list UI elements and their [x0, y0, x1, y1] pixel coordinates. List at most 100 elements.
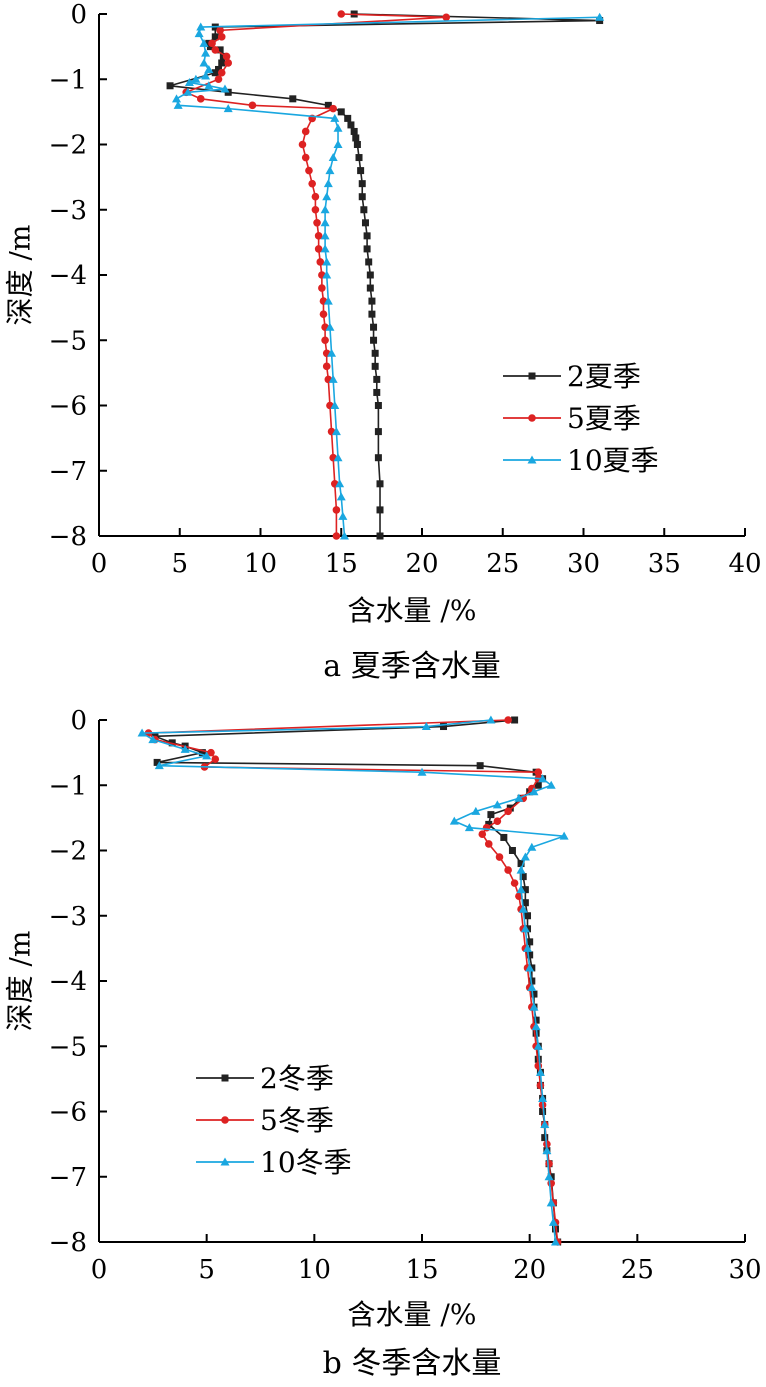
data-point [538, 774, 548, 783]
chart-caption: b 冬季含水量 [323, 1346, 502, 1381]
y-axis-label: 深度 /m [4, 225, 37, 326]
data-point [525, 963, 535, 972]
legend-label: 2冬季 [260, 1062, 334, 1095]
data-point [374, 454, 382, 462]
x-tick-label: 30 [567, 549, 600, 579]
data-point [551, 1237, 561, 1246]
data-point [194, 29, 204, 38]
data-point [363, 245, 371, 253]
data-point [542, 1146, 552, 1155]
x-tick-label: 10 [298, 1255, 331, 1285]
data-point [173, 100, 183, 109]
data-point [534, 1062, 543, 1070]
data-point [154, 761, 164, 770]
data-point [529, 787, 539, 796]
x-tick-label: 30 [728, 1255, 761, 1285]
legend-entry: 2夏季 [503, 360, 641, 393]
legend-label: 5夏季 [567, 402, 641, 435]
data-point [449, 816, 459, 825]
data-point [314, 232, 323, 240]
data-point [486, 715, 496, 724]
data-point [333, 123, 343, 132]
data-point [332, 506, 341, 514]
series-line [146, 719, 559, 1243]
data-point [330, 113, 340, 122]
data-point [535, 1067, 545, 1076]
data-point [440, 723, 448, 731]
data-point [316, 258, 325, 266]
data-point [223, 104, 233, 113]
data-point [366, 284, 374, 292]
data-point [148, 735, 158, 744]
data-point [376, 532, 384, 540]
y-tick-label: −1 [49, 771, 87, 801]
data-point [352, 134, 360, 142]
data-point [321, 336, 329, 345]
data-point [172, 94, 182, 103]
x-tick-label: 15 [405, 1255, 438, 1285]
series-circle [144, 716, 562, 1246]
y-tick-label: 0 [70, 706, 87, 736]
data-point [338, 511, 348, 520]
data-point [311, 205, 320, 214]
data-point [336, 492, 346, 501]
data-point [363, 232, 371, 240]
legend-marker [527, 455, 537, 464]
y-tick-label: −7 [49, 1163, 87, 1193]
data-point [527, 983, 537, 992]
data-point [301, 153, 310, 162]
data-point [526, 938, 534, 946]
legend-entry: 10冬季 [196, 1146, 352, 1179]
data-point [546, 1198, 556, 1207]
x-tick-label: 25 [486, 549, 519, 579]
series-line [139, 719, 565, 1243]
data-point [320, 218, 330, 227]
y-tick-label: −2 [49, 131, 87, 161]
data-point [211, 46, 220, 54]
data-point [327, 348, 337, 357]
data-point [333, 140, 343, 148]
y-tick-label: −3 [49, 196, 87, 226]
data-point [216, 26, 224, 35]
data-point [333, 453, 343, 462]
data-point [464, 823, 474, 832]
data-point [353, 141, 361, 148]
data-point [421, 722, 431, 731]
data-point [508, 847, 516, 854]
data-point [184, 78, 194, 87]
data-point [318, 284, 326, 292]
data-point [357, 167, 365, 175]
data-point [335, 479, 345, 488]
data-point [347, 121, 355, 129]
y-tick-label: 0 [70, 0, 87, 30]
data-point [520, 852, 530, 861]
data-point [540, 1120, 550, 1129]
data-point [322, 270, 332, 279]
data-point [217, 68, 226, 77]
data-point [320, 205, 330, 214]
data-point [289, 95, 297, 103]
data-point [371, 362, 379, 370]
data-point [166, 82, 174, 90]
data-point [544, 1172, 554, 1181]
data-point [536, 1081, 545, 1090]
series-line [169, 13, 600, 536]
legend-label: 10冬季 [260, 1146, 352, 1179]
data-point [517, 860, 525, 868]
legend-label: 2夏季 [567, 360, 641, 393]
data-point [370, 323, 378, 331]
data-point [373, 375, 381, 383]
data-point [516, 865, 526, 874]
data-point [305, 166, 313, 175]
data-point [493, 817, 502, 825]
data-point [201, 71, 211, 80]
y-tick-label: −6 [49, 1098, 87, 1128]
data-point [358, 180, 366, 188]
legend-entry: 5冬季 [196, 1104, 334, 1137]
y-tick-label: −7 [49, 457, 87, 487]
data-point [298, 140, 307, 149]
data-point [376, 480, 384, 488]
legend-marker [528, 372, 536, 380]
